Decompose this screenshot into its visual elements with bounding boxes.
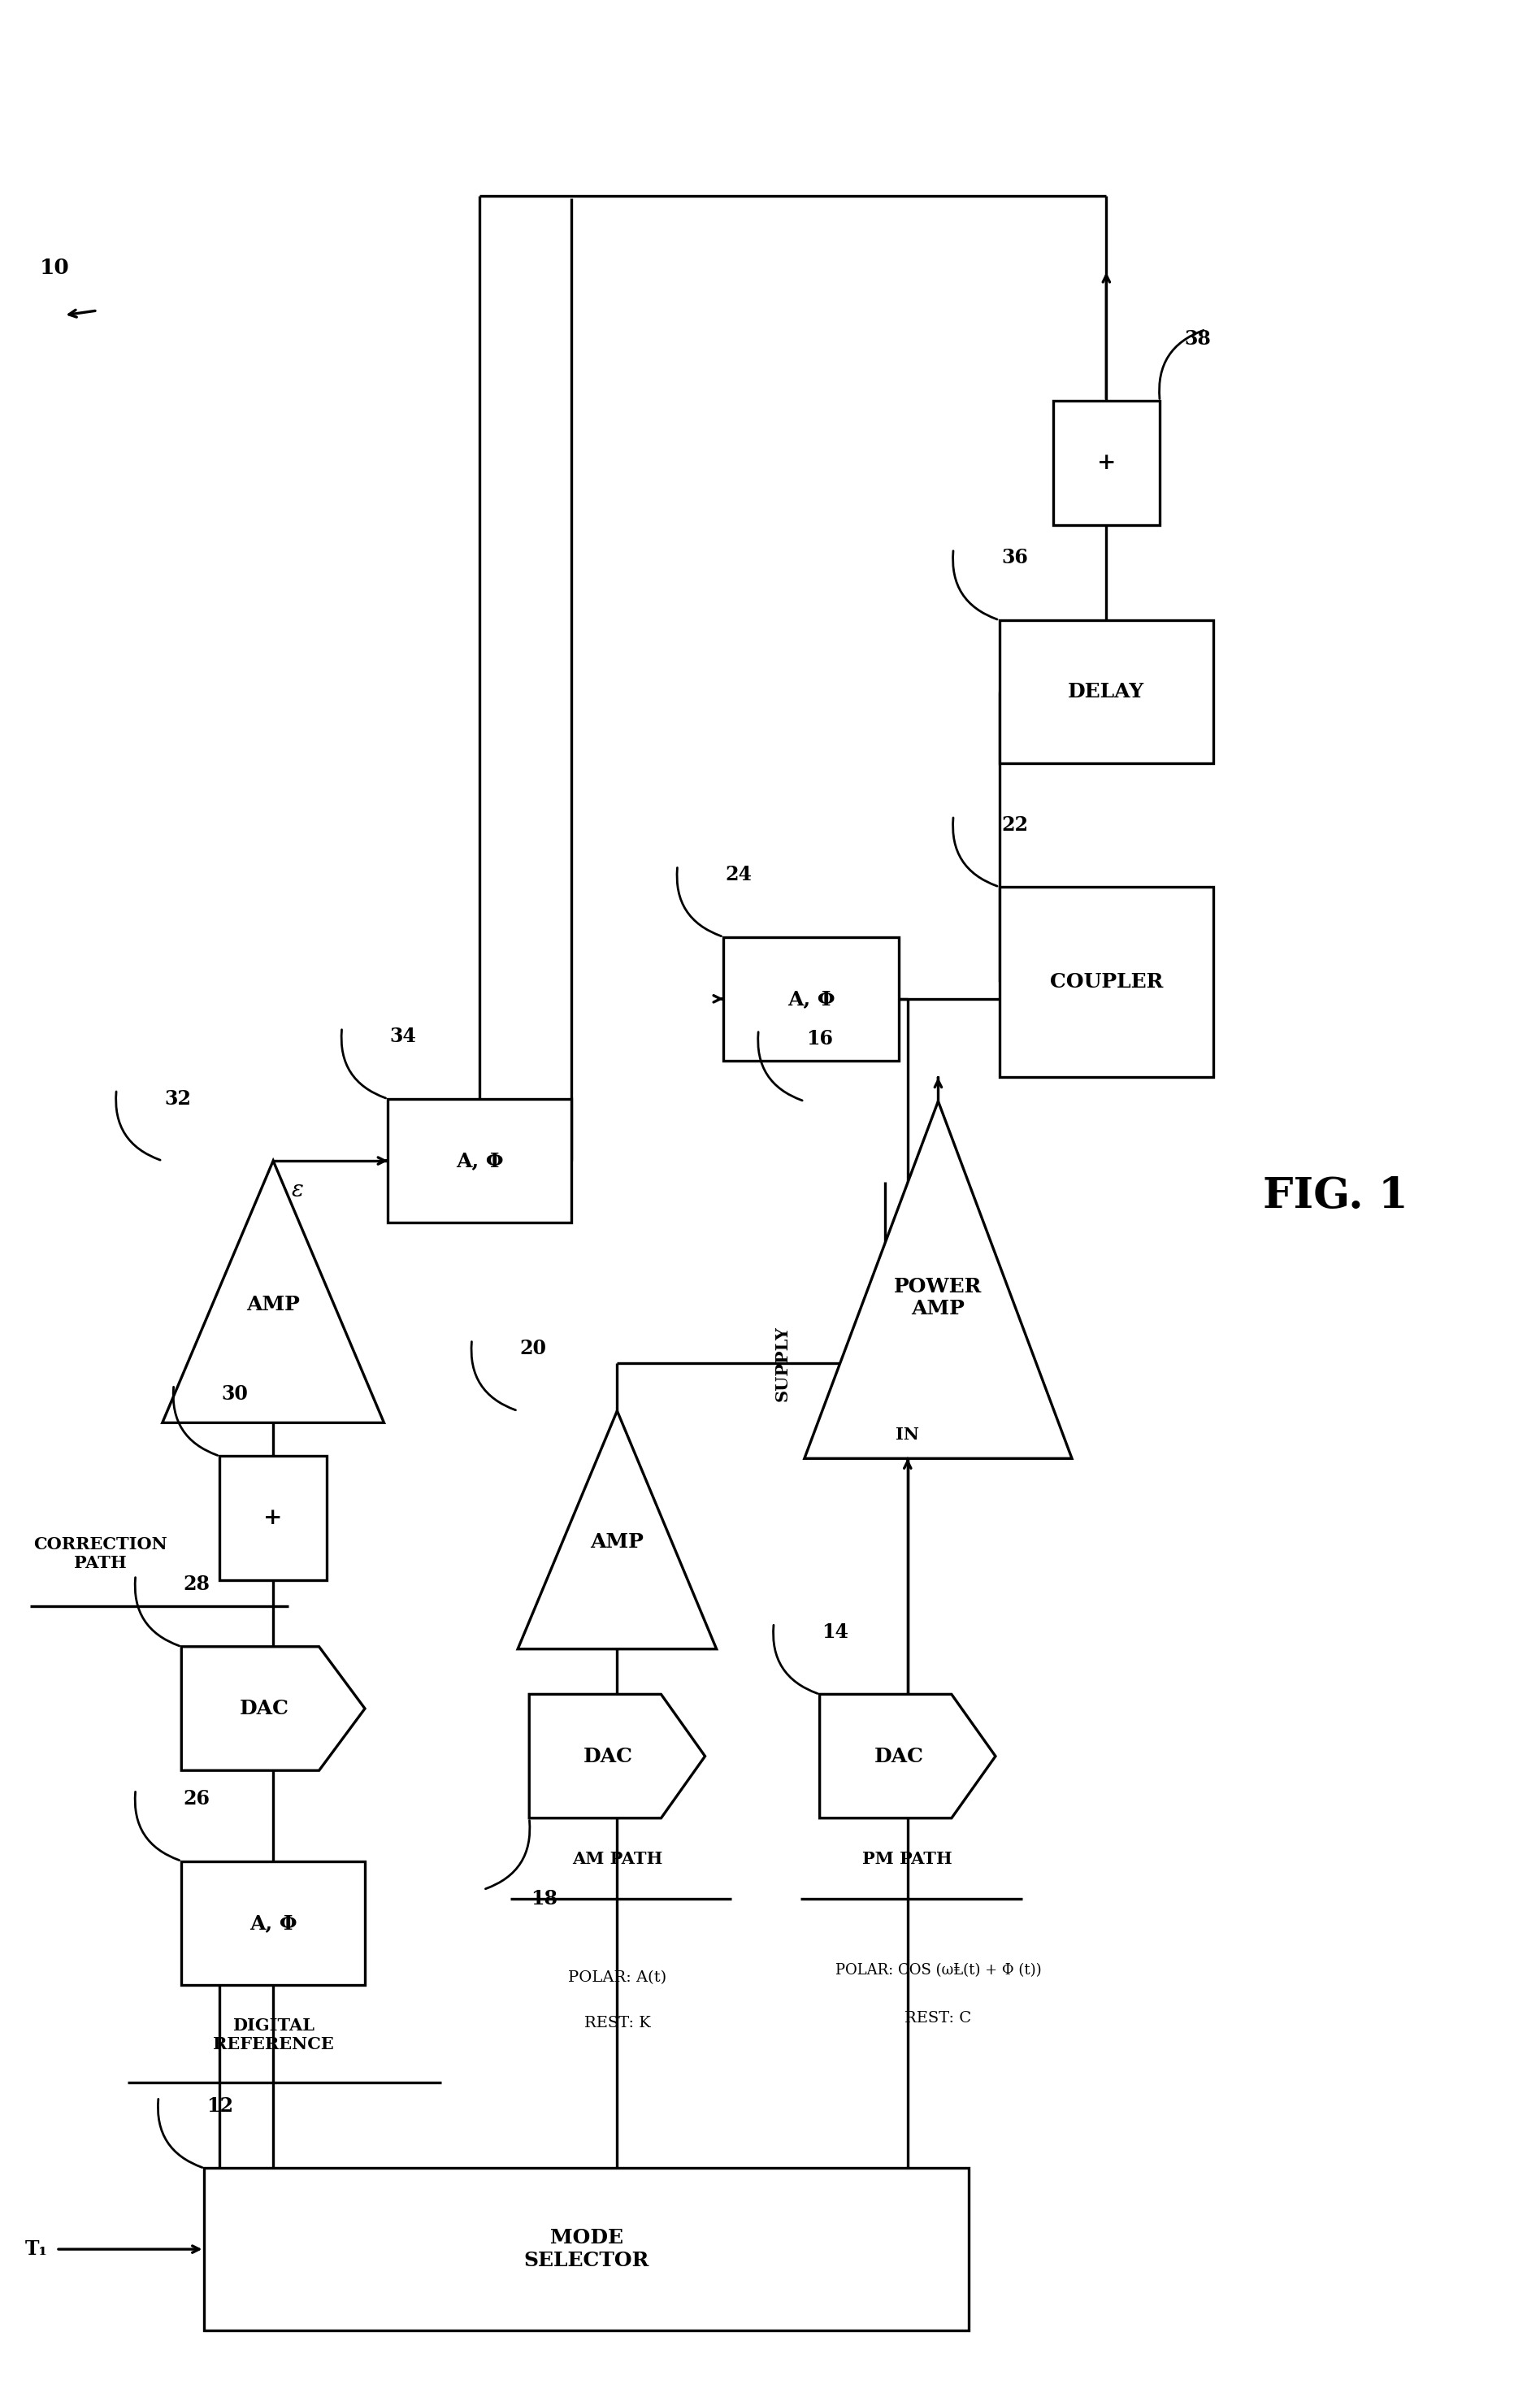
- Text: DAC: DAC: [875, 1747, 924, 1766]
- Text: 24: 24: [725, 864, 752, 885]
- Text: DELAY: DELAY: [1069, 682, 1144, 701]
- Text: REST: C: REST: C: [906, 2010, 972, 2024]
- Text: AM PATH: AM PATH: [571, 1850, 662, 1867]
- Text: 36: 36: [1001, 548, 1029, 567]
- Text: 32: 32: [165, 1089, 191, 1108]
- Text: 18: 18: [531, 1888, 557, 1910]
- Text: 16: 16: [807, 1029, 833, 1048]
- Text: ε: ε: [291, 1180, 303, 1201]
- Text: 26: 26: [183, 1790, 209, 1809]
- Text: 34: 34: [390, 1027, 416, 1046]
- Polygon shape: [804, 1101, 1072, 1457]
- Polygon shape: [819, 1694, 995, 1819]
- Text: POWER
AMP: POWER AMP: [895, 1278, 983, 1319]
- Text: AMP: AMP: [590, 1532, 644, 1551]
- Bar: [999, 888, 1214, 1077]
- Text: 28: 28: [183, 1575, 209, 1594]
- Text: A, Φ: A, Φ: [787, 988, 835, 1007]
- Text: +: +: [1096, 452, 1116, 474]
- Text: +: +: [263, 1508, 283, 1529]
- Bar: [205, 2168, 969, 2331]
- Text: PM PATH: PM PATH: [862, 1850, 953, 1867]
- Text: DIGITAL
REFERENCE: DIGITAL REFERENCE: [213, 2017, 334, 2053]
- Text: COUPLER: COUPLER: [1050, 972, 1163, 993]
- Text: CORRECTION
PATH: CORRECTION PATH: [34, 1536, 168, 1572]
- Polygon shape: [182, 1646, 365, 1771]
- Text: A, Φ: A, Φ: [456, 1151, 504, 1170]
- Bar: [999, 620, 1214, 763]
- Text: FIG. 1: FIG. 1: [1263, 1175, 1408, 1218]
- Text: DAC: DAC: [239, 1699, 290, 1718]
- Text: POLAR: COS (ωⱠ(t) + Φ (t)): POLAR: COS (ωⱠ(t) + Φ (t)): [835, 1962, 1041, 1979]
- Text: SUPPLY: SUPPLY: [775, 1326, 790, 1400]
- Bar: [1053, 402, 1160, 524]
- Text: 20: 20: [519, 1340, 547, 1359]
- Text: MODE
SELECTOR: MODE SELECTOR: [524, 2228, 650, 2271]
- Polygon shape: [162, 1161, 383, 1424]
- Text: 22: 22: [1001, 816, 1029, 835]
- Text: REST: K: REST: K: [584, 2015, 650, 2029]
- Polygon shape: [517, 1412, 716, 1649]
- Text: POLAR: A(t): POLAR: A(t): [568, 1969, 667, 1986]
- Text: 30: 30: [222, 1383, 248, 1405]
- Bar: [724, 938, 899, 1060]
- Text: A, Φ: A, Φ: [249, 1912, 297, 1934]
- Bar: [182, 1862, 365, 1984]
- Text: AMP: AMP: [246, 1295, 300, 1314]
- Text: T₁: T₁: [25, 2240, 48, 2259]
- Polygon shape: [530, 1694, 705, 1819]
- Text: 14: 14: [821, 1622, 849, 1642]
- Text: 38: 38: [1184, 330, 1212, 349]
- Text: 12: 12: [206, 2096, 233, 2115]
- Bar: [220, 1455, 326, 1579]
- Text: DAC: DAC: [584, 1747, 633, 1766]
- Bar: [388, 1098, 571, 1223]
- Text: IN: IN: [896, 1426, 919, 1443]
- Text: 10: 10: [40, 258, 69, 278]
